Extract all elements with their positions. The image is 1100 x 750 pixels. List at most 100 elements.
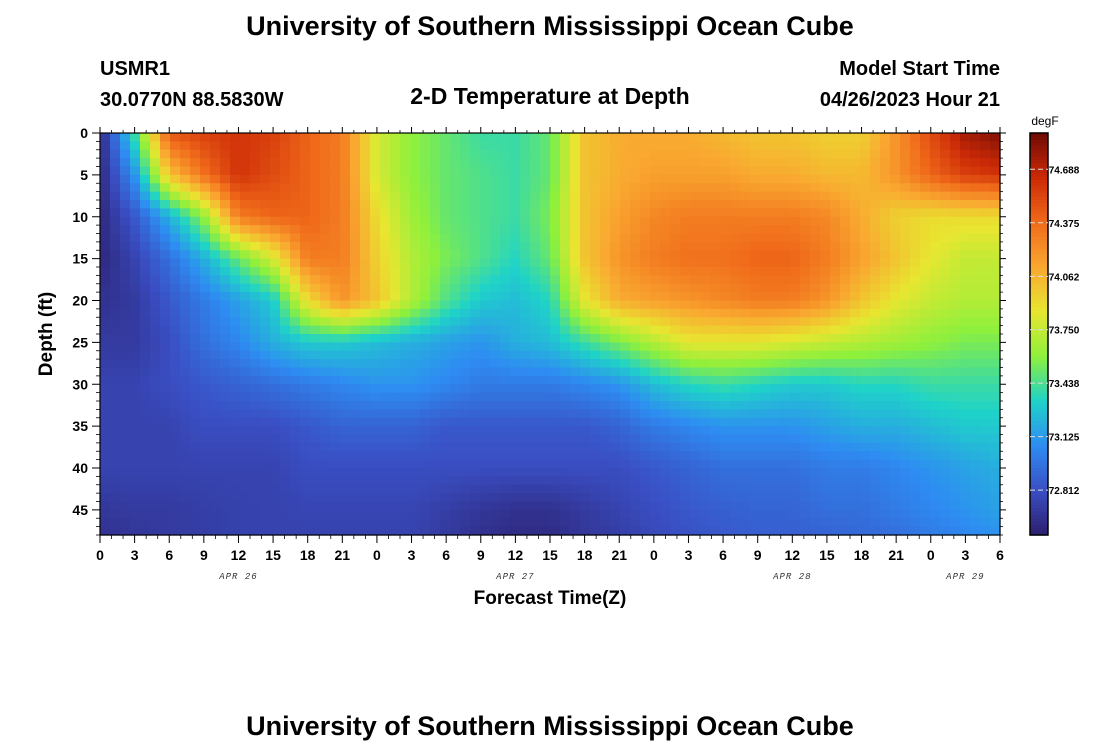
heatmap-cell	[330, 308, 341, 318]
heatmap-cell	[860, 275, 871, 285]
heatmap-cell	[510, 342, 521, 352]
heatmap-cell	[760, 509, 771, 519]
heatmap-cell	[520, 451, 531, 461]
heatmap-cell	[200, 375, 211, 385]
heatmap-cell	[670, 434, 681, 444]
heatmap-cell	[730, 200, 741, 209]
heatmap-cell	[860, 258, 871, 268]
heatmap-cell	[750, 367, 761, 377]
heatmap-cell	[410, 267, 421, 276]
heatmap-cell	[660, 409, 671, 419]
heatmap-cell	[350, 250, 361, 260]
heatmap-cell	[500, 283, 511, 293]
heatmap-cell	[530, 225, 541, 235]
heatmap-cell	[980, 468, 991, 477]
heatmap-cell	[730, 509, 741, 519]
heatmap-cell	[440, 317, 451, 327]
heatmap-cell	[600, 401, 611, 410]
heatmap-cell	[840, 334, 851, 343]
heatmap-cell	[770, 183, 781, 193]
heatmap-cell	[450, 401, 461, 410]
heatmap-cell	[120, 174, 131, 184]
heatmap-cell	[880, 191, 891, 201]
heatmap-cell	[570, 417, 581, 427]
heatmap-cell	[640, 375, 651, 385]
heatmap-cell	[210, 141, 221, 151]
heatmap-cell	[730, 426, 741, 436]
heatmap-cell	[970, 275, 981, 285]
heatmap-cell	[430, 308, 441, 318]
heatmap-cell	[830, 468, 841, 477]
heatmap-cell	[580, 166, 591, 176]
heatmap-cell	[530, 191, 541, 201]
heatmap-cell	[420, 468, 431, 477]
heatmap-cell	[820, 417, 831, 427]
heatmap-cell	[160, 367, 171, 377]
heatmap-cell	[810, 200, 821, 209]
heatmap-cell	[280, 225, 291, 235]
heatmap-cell	[360, 183, 371, 193]
heatmap-cell	[580, 133, 591, 142]
heatmap-cell	[160, 451, 171, 461]
heatmap-cell	[900, 493, 911, 503]
heatmap-cell	[840, 350, 851, 360]
heatmap-cell	[810, 216, 821, 226]
heatmap-cell	[810, 283, 821, 293]
heatmap-cell	[630, 317, 641, 327]
heatmap-cell	[310, 216, 321, 226]
heatmap-cell	[720, 375, 731, 385]
heatmap-cell	[610, 275, 621, 285]
heatmap-cell	[450, 392, 461, 402]
heatmap-cell	[550, 308, 561, 318]
heatmap-cell	[930, 292, 941, 302]
heatmap-cell	[780, 250, 791, 260]
colorbar-segment	[1030, 357, 1048, 362]
heatmap-cell	[910, 267, 921, 276]
heatmap-cell	[870, 401, 881, 410]
heatmap-cell	[280, 250, 291, 260]
heatmap-cell	[250, 191, 261, 201]
colorbar-segment	[1030, 457, 1048, 462]
heatmap-cell	[210, 149, 221, 159]
heatmap-cell	[580, 476, 591, 486]
heatmap-cell	[750, 200, 761, 209]
heatmap-cell	[210, 509, 221, 519]
heatmap-cell	[850, 225, 861, 235]
heatmap-cell	[290, 200, 301, 209]
heatmap-cell	[450, 225, 461, 235]
heatmap-cell	[810, 459, 821, 469]
heatmap-cell	[540, 342, 551, 352]
heatmap-cell	[850, 392, 861, 402]
heatmap-cell	[920, 417, 931, 427]
heatmap-cell	[730, 133, 741, 142]
heatmap-cell	[810, 509, 821, 519]
heatmap-cell	[630, 367, 641, 377]
heatmap-cell	[190, 241, 201, 251]
heatmap-cell	[700, 350, 711, 360]
heatmap-cell	[890, 401, 901, 410]
heatmap-cell	[270, 442, 281, 452]
heatmap-cell	[990, 409, 1001, 419]
heatmap-cell	[880, 250, 891, 260]
heatmap-cell	[710, 183, 721, 193]
heatmap-cell	[830, 442, 841, 452]
heatmap-cell	[320, 258, 331, 268]
heatmap-cell	[450, 191, 461, 201]
heatmap-cell	[610, 392, 621, 402]
heatmap-cell	[730, 308, 741, 318]
heatmap-cell	[320, 200, 331, 209]
heatmap-cell	[750, 501, 761, 511]
heatmap-cell	[190, 325, 201, 335]
heatmap-cell	[620, 208, 631, 218]
heatmap-cell	[520, 258, 531, 268]
heatmap-cell	[160, 375, 171, 385]
heatmap-cell	[370, 250, 381, 260]
heatmap-cell	[410, 292, 421, 302]
heatmap-cell	[680, 166, 691, 176]
heatmap-cell	[260, 375, 271, 385]
heatmap-cell	[750, 166, 761, 176]
heatmap-cell	[760, 208, 771, 218]
x-tick-label: 6	[442, 547, 450, 563]
heatmap-cell	[960, 292, 971, 302]
heatmap-cell	[300, 359, 311, 369]
